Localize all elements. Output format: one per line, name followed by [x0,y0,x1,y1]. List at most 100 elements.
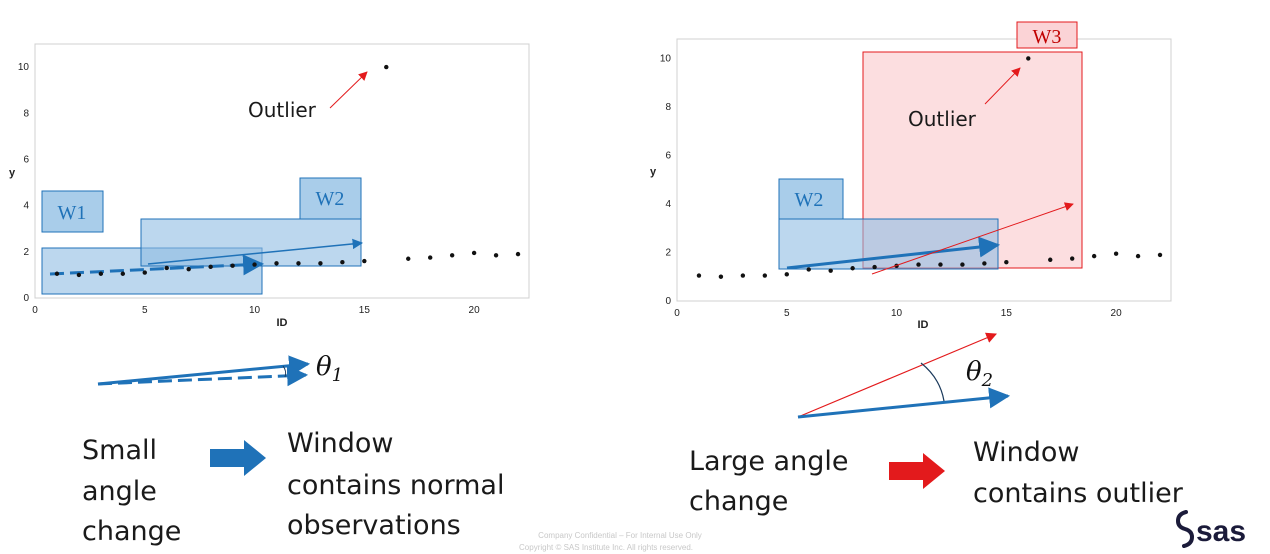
left-caption-line1: Small [82,435,157,466]
right-result-arrow-icon [889,453,945,489]
right-x-tick-label: 0 [674,308,680,319]
sas-logo: sas [1175,510,1246,548]
left-w2-trend-arrow [147,238,364,265]
left-data-point [428,255,433,260]
left-angle-arc [282,365,287,378]
right-xlabel: ID [918,319,929,331]
left-data-point [252,262,257,267]
right-y-tick-label: 2 [665,247,671,258]
left-angle-solid-arrow [97,355,311,386]
right-data-point [1113,251,1119,256]
right-plot-frame [676,38,1172,302]
left-angle-illustration: θ1 [97,352,343,387]
theta1-symbol: θ1 [316,352,343,386]
right-outlier-label: Outlier [908,107,977,131]
right-angle-red-arrow [797,332,997,418]
left-data-point [142,270,147,275]
right-data-point [872,264,877,270]
left-data-point [120,271,126,276]
right-data-points [696,56,1163,279]
left-data-point [515,251,521,257]
right-data-point [828,268,833,273]
sas-logo-text: sas [1196,515,1246,548]
right-data-point [916,262,921,267]
right-window3-tag [1016,21,1078,49]
left-plot-frame [34,43,530,299]
left-x-tick-label: 15 [359,305,371,316]
left-data-point [296,261,301,266]
right-x-tick-label: 15 [1001,308,1013,319]
left-result-line3: observations [287,510,461,541]
left-data-point [274,261,279,266]
right-y-tick-label: 0 [665,296,671,307]
left-caption: Small angle change Window contains norma… [82,428,504,547]
right-outlier-arrow [984,67,1021,105]
right-chart: 0 5 10 15 20 0 2 4 6 8 10 ID y W3 W2 Outlier [650,21,1172,331]
right-data-point [696,273,702,278]
left-caption-line3: change [82,516,181,547]
right-data-point [806,267,811,272]
left-result-line2: contains normal [287,470,504,501]
left-data-points [54,64,521,278]
right-data-point [718,274,724,279]
left-data-point [406,256,411,261]
right-ylabel: y [650,166,657,178]
right-data-point [1070,256,1075,261]
left-tick-labels: 0 5 10 15 20 0 2 4 6 8 10 [18,62,480,316]
right-data-point [850,266,855,271]
right-y-tick-label: 8 [665,102,671,113]
right-data-point [1048,257,1053,262]
right-w3-trend-arrow [871,202,1074,275]
right-caption: Large angle change Window contains outli… [689,437,1184,517]
right-x-tick-label: 20 [1111,308,1123,319]
left-data-point [318,261,323,266]
right-data-point [982,261,987,266]
right-data-point [1026,56,1031,61]
right-caption-line2: change [689,486,788,517]
left-caption-line2: angle [82,476,157,507]
right-caption-line1: Large angle [689,446,848,477]
right-data-point [1091,253,1097,259]
right-window2-tag [778,178,844,220]
right-window2-box [778,218,999,270]
left-x-tick-label: 0 [32,305,38,316]
right-x-tick-label: 10 [891,308,903,319]
left-result-arrow-icon [210,440,266,476]
left-data-point [164,265,169,271]
right-y-tick-label: 4 [665,199,671,210]
left-outlier-arrow [329,71,368,109]
left-y-tick-label: 10 [18,62,30,73]
copyright-notice: Copyright © SAS Institute Inc. All right… [519,543,693,552]
right-angle-blue-arrow [797,387,1011,419]
right-angle-illustration: θ2 [797,332,1011,419]
left-angle-dashed-arrow [97,365,309,387]
right-y-tick-label: 10 [660,53,672,64]
left-data-point [54,271,60,276]
right-w2-trend-arrow [786,236,1001,270]
left-y-tick-label: 6 [23,154,29,165]
left-result-line1: Window [287,428,393,459]
right-x-tick-label: 5 [784,308,790,319]
right-angle-arc [920,362,945,402]
right-data-point [1004,259,1009,265]
left-data-point [230,263,235,268]
right-data-point [938,262,943,267]
left-window1-label: W1 [58,202,87,224]
left-data-point [98,271,104,276]
left-data-point [384,64,389,70]
right-y-tick-label: 6 [665,150,671,161]
left-x-tick-label: 10 [249,305,261,316]
left-x-tick-label: 5 [142,305,148,316]
left-data-point [362,258,367,264]
left-data-point [449,253,455,258]
left-data-point [471,250,477,256]
right-result-line1: Window [973,437,1079,468]
left-y-tick-label: 0 [23,293,29,304]
confidential-notice: Company Confidential – For Internal Use … [538,531,702,540]
right-window2-label: W2 [795,189,824,211]
left-y-tick-label: 8 [23,108,29,119]
left-xlabel: ID [277,317,288,329]
left-outlier-label: Outlier [248,98,317,122]
left-data-point [493,253,499,258]
